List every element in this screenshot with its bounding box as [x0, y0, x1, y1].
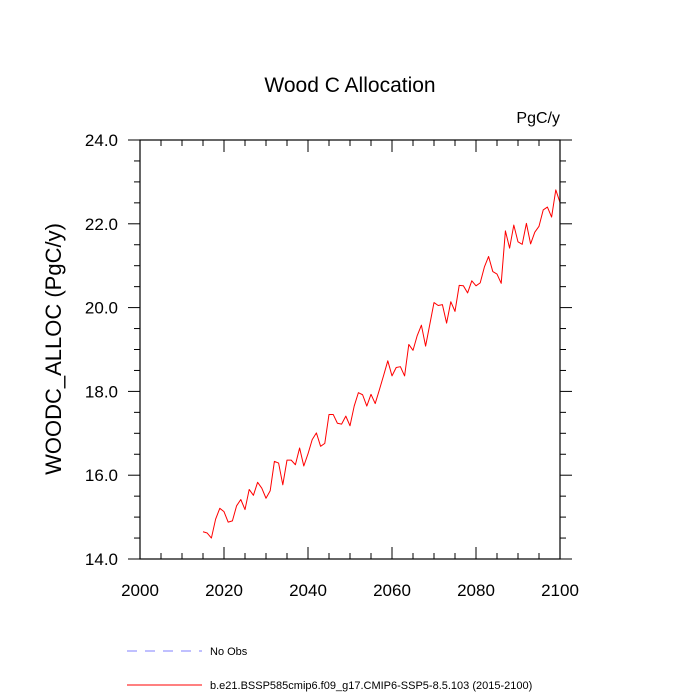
y-tick-label: 20.0: [85, 299, 118, 318]
plot-frame: [139, 139, 561, 560]
y-tick-label: 14.0: [85, 550, 118, 569]
legend-no-obs-label: No Obs: [210, 646, 248, 658]
y-tick-label: 24.0: [85, 131, 118, 150]
chart-title: Wood C Allocation: [264, 74, 435, 97]
plot-series: [202, 189, 561, 539]
axis-ticks: [128, 139, 572, 560]
y-tick-label: 22.0: [85, 215, 118, 234]
x-tick-label: 2100: [541, 581, 579, 600]
y-axis-label: WOODC_ALLOC (PgC/y): [41, 223, 66, 475]
x-tick-label: 2080: [457, 581, 495, 600]
units-label: PgC/y: [516, 110, 560, 127]
legend-run-label: b.e21.BSSP585cmip6.f09_g17.CMIP6-SSP5-8.…: [210, 680, 532, 692]
y-tick-label: 18.0: [85, 382, 118, 401]
series-line: [202, 189, 561, 539]
tick-labels: 2000 2020 2040 2060 2080 2100 14.0 16.0 18.0 20.0…: [85, 131, 579, 600]
x-tick-label: 2000: [121, 581, 159, 600]
x-tick-label: 2040: [289, 581, 327, 600]
x-tick-label: 2060: [373, 581, 411, 600]
x-tick-label: 2020: [205, 581, 243, 600]
y-tick-label: 16.0: [85, 466, 118, 485]
legend: No Obs b.e21.BSSP585cmip6.f09_g17.CMIP6-…: [127, 646, 532, 692]
